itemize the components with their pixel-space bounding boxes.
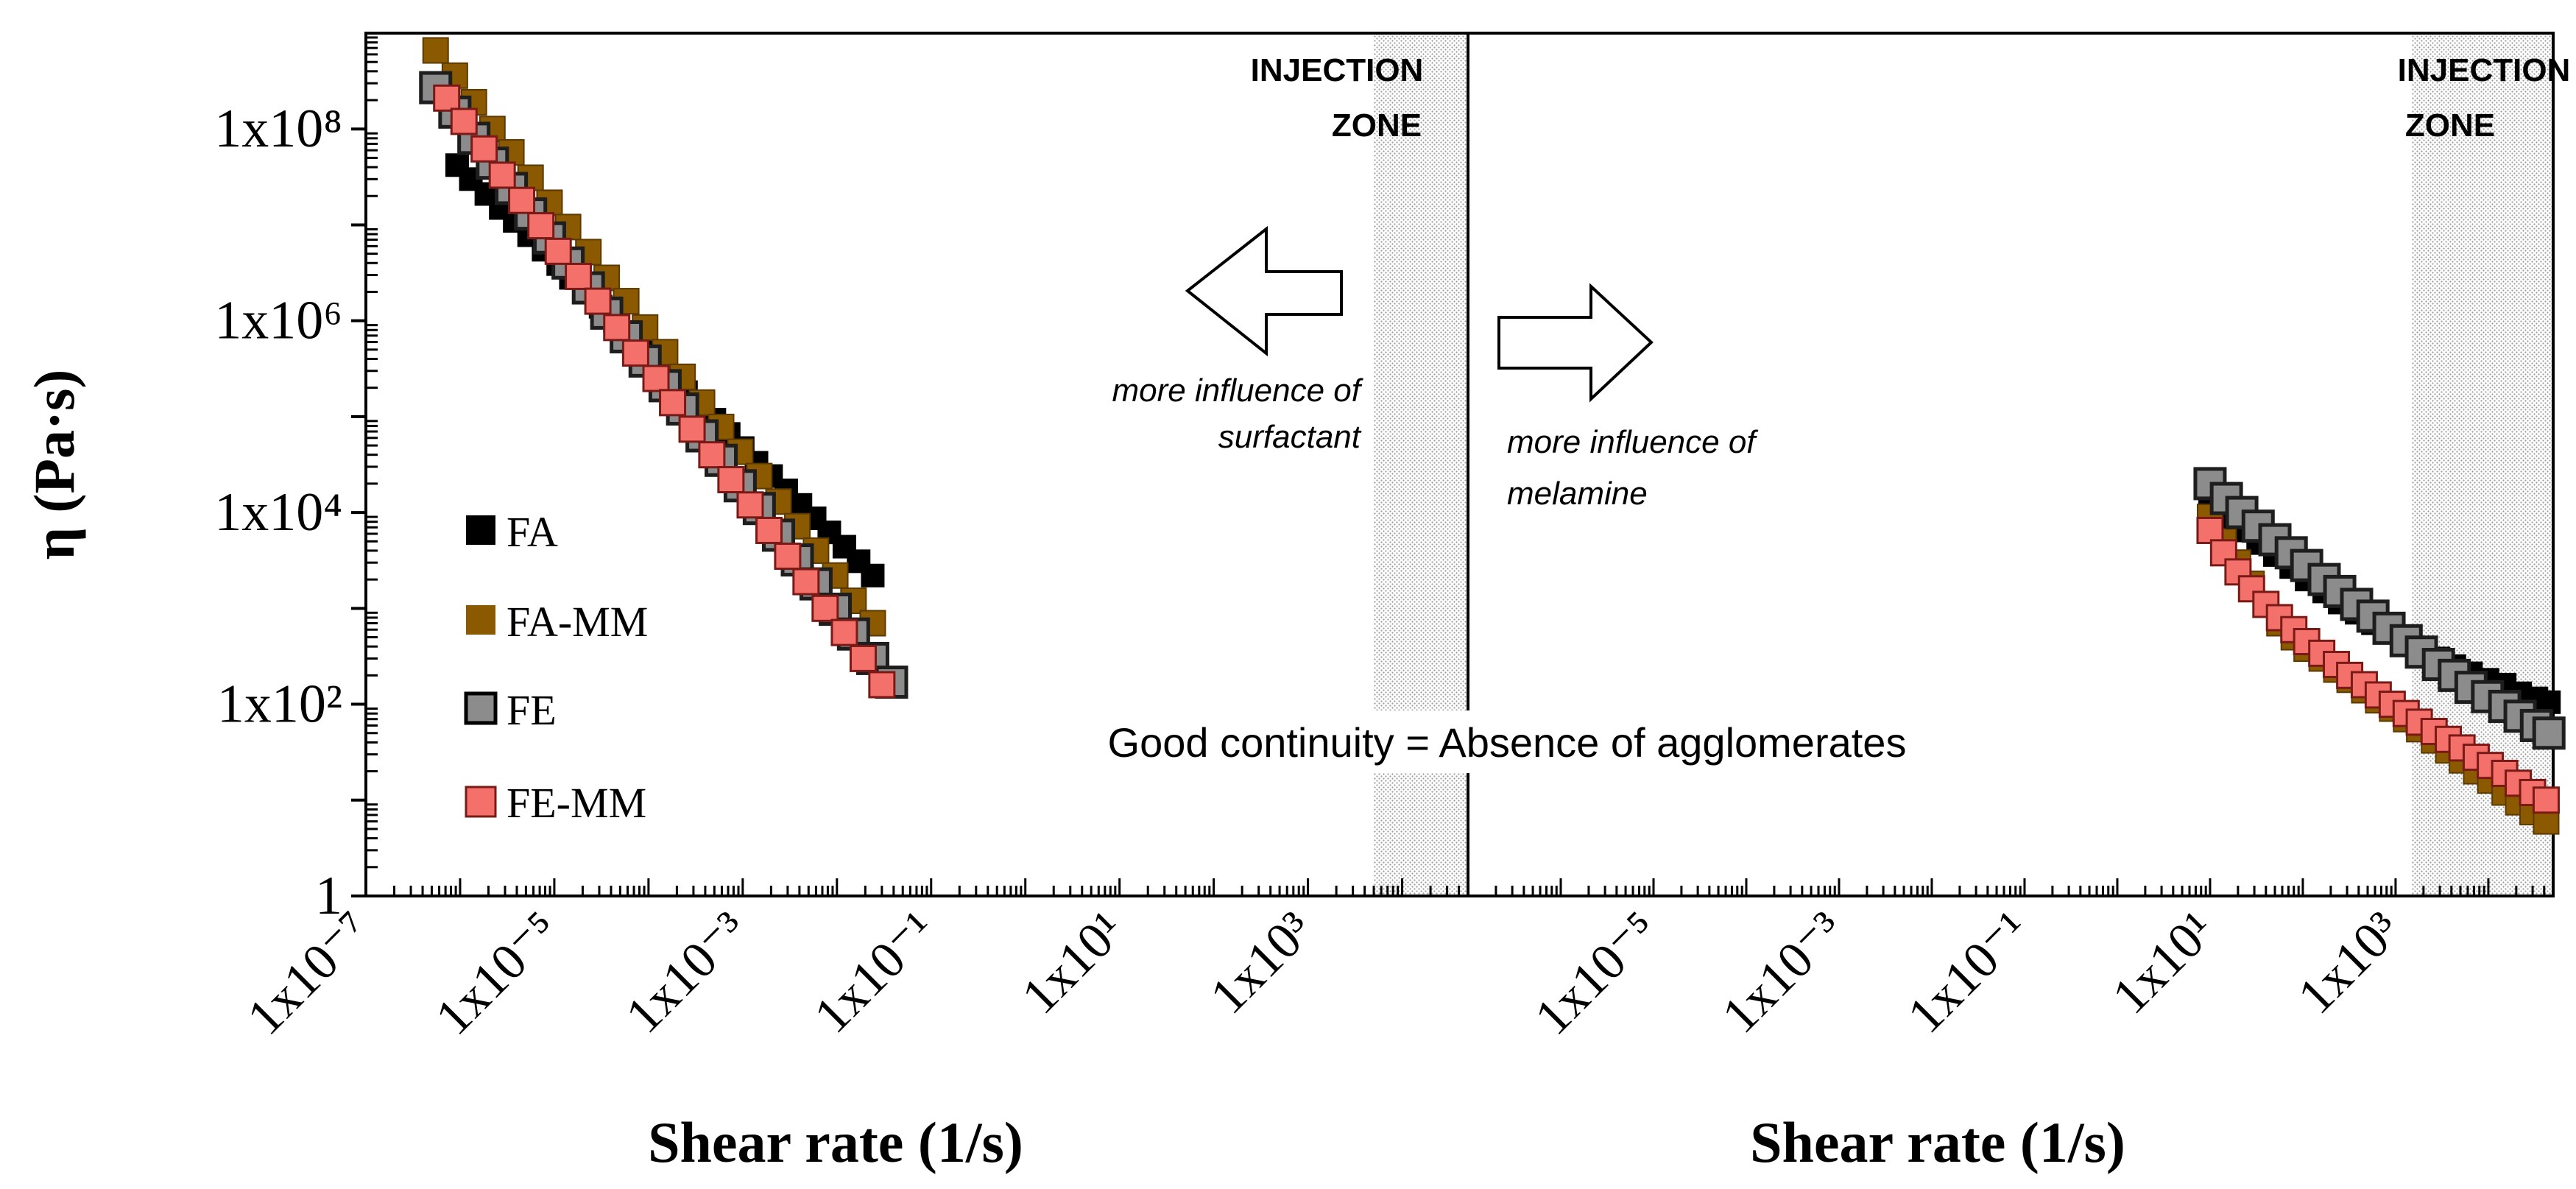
marker-fe-mm <box>470 135 498 163</box>
marker-fe-mm <box>811 594 839 622</box>
legend-swatch-fe <box>464 691 498 725</box>
y-tick-label: 1x10⁶ <box>214 291 342 351</box>
center-annotation: Good continuity = Absence of agglomerate… <box>1108 719 1907 766</box>
x-tick-label: 1x10¹ <box>2102 901 2226 1025</box>
arrow-left-text-line2: surfactant <box>1218 419 1362 455</box>
arrow-left-text-line1: more influence of <box>1112 373 1363 409</box>
x-tick-labels-right: 1x10⁻⁵ 1x10⁻³ 1x10⁻¹ 1x10¹ 1x10³ <box>1524 901 2411 1046</box>
x-tick-label: 1x10⁻⁷ <box>236 901 381 1046</box>
x-tick-label: 1x10⁻⁵ <box>1524 901 1669 1046</box>
center-annotation-background <box>998 710 2017 773</box>
legend-swatch-fa <box>466 515 495 545</box>
x-tick-labels-left: 1x10⁻⁷ 1x10⁻⁵ 1x10⁻³ 1x10⁻¹ 1x10¹ 1x10³ <box>236 901 1323 1046</box>
y-tick-label: 1 <box>315 866 342 926</box>
arrow-right-text-line1: more influence of <box>1507 424 1759 460</box>
marker-fe-mm <box>792 568 820 596</box>
x-axis-label-left: Shear rate (1/s) <box>648 1110 1023 1174</box>
marker-fe-mm <box>508 186 536 214</box>
marker-fe-mm <box>659 389 687 417</box>
injection-zone-label-right-line1: INJECTION <box>2398 52 2571 88</box>
marker-fe-mm <box>565 262 593 290</box>
y-tick-label: 1x10² <box>217 674 342 735</box>
marker-fe-mm <box>849 644 877 672</box>
marker-fe-mm <box>698 441 726 469</box>
injection-zone-label-left-line1: INJECTION <box>1251 52 1424 88</box>
marker-fa-mm <box>422 37 449 64</box>
x-tick-label: 1x10³ <box>1200 901 1324 1025</box>
marker-fe-mm <box>621 339 649 367</box>
x-tick-label: 1x10⁻¹ <box>804 901 947 1044</box>
x-axis-label-right: Shear rate (1/s) <box>1750 1110 2125 1174</box>
marker-fe-mm <box>717 466 745 494</box>
marker-fe-mm <box>736 491 764 519</box>
x-tick-label: 1x10³ <box>2287 901 2411 1025</box>
marker-fe-mm <box>527 212 555 240</box>
y-tick-label: 1x10⁸ <box>214 99 342 159</box>
legend: FA FA-MM FE FE-MM <box>464 508 648 827</box>
injection-zone-label-right-line2: ZONE <box>2405 107 2495 144</box>
x-tick-label: 1x10⁻¹ <box>1897 901 2040 1044</box>
legend-label-fe-mm: FE-MM <box>507 779 646 827</box>
marker-fe-mm <box>450 107 478 135</box>
marker-fe-mm <box>755 516 783 544</box>
marker-fe-mm <box>774 542 802 570</box>
y-tick-label: 1x10⁴ <box>214 482 342 543</box>
x-tick-label: 1x10⁻³ <box>615 901 758 1044</box>
marker-fe-mm <box>488 161 516 189</box>
marker-fa <box>445 153 469 177</box>
marker-fe-mm <box>2532 786 2560 814</box>
legend-swatch-fa-mm <box>466 605 495 635</box>
marker-fe-mm <box>830 618 858 646</box>
marker-fe-mm <box>642 364 670 392</box>
legend-swatch-fe-mm <box>465 786 497 818</box>
marker-fe-mm <box>544 237 572 265</box>
x-tick-label: 1x10⁻⁵ <box>425 901 570 1046</box>
legend-label-fe: FE <box>507 686 557 734</box>
marker-fe-mm <box>603 314 631 342</box>
marker-fe-mm <box>584 287 612 315</box>
marker-fe-mm <box>433 84 461 112</box>
legend-label-fa-mm: FA-MM <box>507 598 648 646</box>
arrow-right-icon <box>1497 283 1654 403</box>
y-tick-labels: 1x10⁸ 1x10⁶ 1x10⁴ 1x10² 1 <box>214 99 342 926</box>
legend-label-fa: FA <box>507 508 558 556</box>
marker-fa <box>861 563 885 588</box>
marker-fe-mm <box>868 671 896 699</box>
marker-fe <box>2532 716 2566 750</box>
arrow-left-icon <box>1185 225 1343 357</box>
x-tick-label: 1x10⁻³ <box>1712 901 1855 1044</box>
injection-zone-label-left-line2: ZONE <box>1332 107 1422 144</box>
marker-fe-mm <box>678 415 706 443</box>
y-axis-label: η (Pa·s) <box>22 370 86 560</box>
arrow-right-text-line2: melamine <box>1507 476 1648 512</box>
x-tick-label: 1x10¹ <box>1012 901 1135 1025</box>
